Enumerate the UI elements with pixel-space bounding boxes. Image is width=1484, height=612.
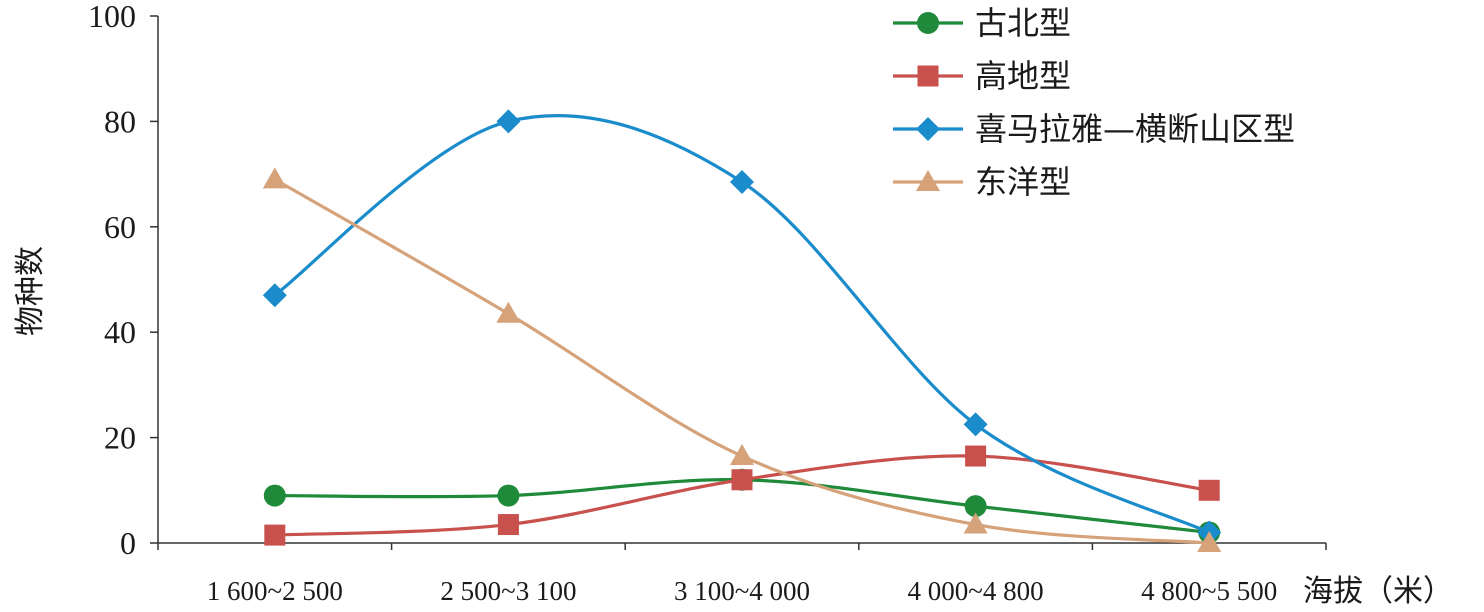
data-point [1198, 479, 1220, 501]
legend-label: 高地型 [975, 57, 1071, 95]
data-point [963, 512, 988, 534]
x-tick-label: 4 000~4 800 [908, 576, 1044, 606]
data-point [263, 484, 286, 507]
axes [157, 16, 1326, 544]
data-point [1197, 531, 1222, 552]
series-2 [264, 445, 1220, 546]
y-axis-ticks: 0 20 40 60 80 100 [88, 0, 158, 561]
x-axis-label: 海拔（米） [1303, 574, 1453, 609]
data-point [496, 301, 521, 323]
data-point [497, 484, 520, 507]
y-tick-label: 60 [104, 209, 136, 245]
legend-label: 喜马拉雅—横断山区型 [975, 110, 1295, 148]
data-point [963, 412, 988, 437]
series-3 [262, 109, 1222, 545]
data-point [262, 283, 287, 308]
legend-label: 东洋型 [975, 163, 1071, 201]
data-point [496, 109, 521, 134]
data-point [730, 444, 754, 466]
y-tick-label: 20 [104, 420, 136, 456]
data-point [964, 495, 987, 518]
legend-item: 东洋型 [893, 163, 1071, 201]
y-axis-label: 物种数 [13, 246, 48, 336]
y-tick-label: 40 [104, 314, 136, 350]
data-point [497, 514, 519, 536]
y-tick-label: 100 [88, 0, 136, 34]
legend-label: 古北型 [975, 4, 1071, 42]
series-layer [262, 109, 1222, 552]
data-point [264, 524, 286, 546]
legend-marker [916, 117, 940, 141]
legend-marker [916, 170, 940, 191]
data-point [730, 170, 754, 195]
x-tick-label: 4 800~5 500 [1141, 576, 1277, 606]
legend-marker [917, 12, 939, 34]
series-4 [262, 167, 1222, 552]
y-tick-label: 80 [104, 103, 136, 139]
legend-marker [917, 65, 939, 87]
x-tick-label: 1 600~2 500 [207, 576, 343, 606]
legend-item: 古北型 [893, 4, 1071, 42]
data-point [731, 469, 753, 491]
y-tick-label: 0 [120, 525, 136, 561]
data-point [965, 445, 987, 467]
data-point [262, 167, 287, 189]
x-tick-label: 2 500~3 100 [440, 576, 576, 606]
x-tick-label: 3 100~4 000 [674, 576, 810, 606]
x-axis-ticks: 1 600~2 500 2 500~3 100 3 100~4 000 4 000~4… [157, 543, 1327, 606]
legend-item: 喜马拉雅—横断山区型 [893, 110, 1295, 148]
legend-item: 高地型 [893, 57, 1071, 95]
